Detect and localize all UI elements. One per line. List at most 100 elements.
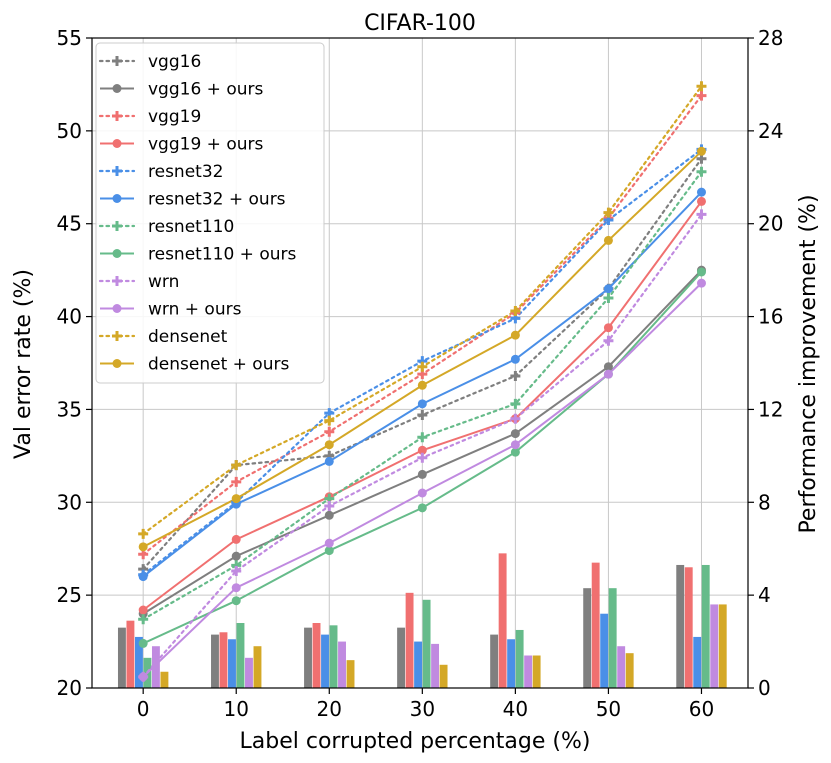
bar-vgg16 xyxy=(676,564,685,688)
point-vgg19-baseline xyxy=(324,426,335,437)
legend-entry-resnet32-baseline: resnet32 xyxy=(98,162,223,182)
bar-resnet32 xyxy=(321,634,329,688)
point-wrn-baseline xyxy=(510,413,521,424)
bar-resnet32 xyxy=(600,613,609,688)
legend-marker-circle xyxy=(112,249,122,258)
point-vgg16-baseline xyxy=(510,371,521,381)
legend-label: resnet32 xyxy=(148,162,223,182)
legend-label: vgg19 + ours xyxy=(148,135,263,155)
bar-resnet110 xyxy=(422,599,431,688)
point-densenet-ours xyxy=(417,380,427,390)
point-wrn-baseline xyxy=(696,209,707,220)
point-vgg19-ours xyxy=(603,323,613,333)
y2-tick-label: 24 xyxy=(758,119,783,143)
y-tick-label: 40 xyxy=(57,305,82,329)
bar-densenet xyxy=(718,604,727,688)
x-tick-label: 30 xyxy=(410,697,435,721)
bar-vgg19 xyxy=(591,562,600,688)
point-densenet-ours xyxy=(231,494,241,504)
legend-entry-vgg16-ours: vgg16 + ours xyxy=(100,80,263,100)
point-wrn-baseline xyxy=(417,452,428,463)
x-tick-label: 60 xyxy=(689,697,714,721)
point-resnet110-ours xyxy=(417,503,427,513)
legend-marker-plus xyxy=(112,111,122,121)
point-densenet-ours xyxy=(510,330,520,340)
y2-tick-label: 4 xyxy=(758,583,771,607)
point-resnet32-ours xyxy=(603,284,613,294)
point-wrn-ours xyxy=(417,488,427,498)
point-vgg19-ours xyxy=(417,445,427,455)
point-wrn-baseline xyxy=(231,566,242,576)
point-resnet110-ours xyxy=(324,546,334,556)
bar-wrn xyxy=(710,604,719,688)
legend-entry-wrn-baseline: wrn xyxy=(98,272,179,292)
bar-densenet xyxy=(253,646,262,688)
point-vgg19-baseline xyxy=(696,90,707,101)
point-resnet110-baseline xyxy=(603,293,614,303)
bar-densenet xyxy=(346,660,355,688)
bar-densenet xyxy=(439,664,448,688)
bar-vgg16 xyxy=(397,627,406,688)
point-resnet110-baseline xyxy=(138,614,149,625)
y2-axis-label: Performance improvement (%) xyxy=(796,194,821,533)
bar-vgg19 xyxy=(405,592,414,688)
bar-vgg19 xyxy=(219,632,228,688)
legend-entry-densenet-ours: densenet + ours xyxy=(100,355,289,375)
point-densenet-ours xyxy=(696,146,706,156)
point-wrn-ours xyxy=(603,369,613,379)
x-tick-label: 20 xyxy=(317,697,342,721)
bar-densenet xyxy=(625,653,634,688)
point-resnet110-ours xyxy=(696,267,706,277)
point-vgg19-baseline xyxy=(231,476,242,487)
point-vgg16-ours xyxy=(231,551,241,561)
point-vgg19-ours xyxy=(696,196,706,206)
point-resnet110-baseline xyxy=(696,166,707,177)
bar-vgg16 xyxy=(117,627,126,688)
legend-marker-plus xyxy=(112,56,122,66)
point-resnet32-ours xyxy=(696,187,706,197)
point-vgg16-ours xyxy=(417,469,427,479)
point-wrn-ours xyxy=(324,538,334,548)
legend-marker-circle xyxy=(112,139,122,148)
point-resnet32-ours xyxy=(417,399,427,409)
y-tick-label: 30 xyxy=(57,490,82,514)
y-axis-ticks: 20 25 30 35 40 45 50 55 xyxy=(57,26,92,700)
bar-resnet32 xyxy=(693,636,702,688)
x-axis-label: Label corrupted percentage (%) xyxy=(240,729,591,754)
bar-vgg16 xyxy=(211,634,219,688)
legend-label: vgg16 + ours xyxy=(148,80,263,100)
point-densenet-baseline xyxy=(696,81,707,92)
point-densenet-baseline xyxy=(510,306,521,316)
bar-resnet32 xyxy=(228,639,236,688)
bar-resnet110 xyxy=(236,623,245,688)
y2-tick-label: 28 xyxy=(758,26,783,50)
y-tick-label: 50 xyxy=(57,119,82,143)
legend: vgg16 vgg16 + ours vgg19 vgg19 + ours resnet… xyxy=(95,42,325,384)
point-wrn-baseline xyxy=(603,335,614,346)
legend-label: resnet110 + ours xyxy=(148,245,296,265)
bar-wrn xyxy=(151,646,160,688)
point-vgg19-ours xyxy=(138,605,148,615)
bar-vgg19 xyxy=(126,620,135,688)
point-densenet-ours xyxy=(138,542,148,552)
bar-vgg16 xyxy=(304,627,312,688)
legend-entry-vgg19-baseline: vgg19 xyxy=(98,107,201,127)
error-rate-lines xyxy=(138,81,707,682)
bar-vgg19 xyxy=(498,553,507,688)
point-resnet32-ours xyxy=(324,456,334,466)
bar-vgg19 xyxy=(312,623,321,688)
y2-tick-label: 8 xyxy=(758,490,771,514)
legend-marker-circle xyxy=(112,304,122,313)
plot-frame xyxy=(91,37,749,689)
bar-wrn xyxy=(431,643,440,688)
point-resnet110-ours xyxy=(510,447,520,457)
point-densenet-ours xyxy=(603,235,613,245)
y2-tick-label: 0 xyxy=(758,676,771,700)
legend-entry-resnet32-ours: resnet32 + ours xyxy=(100,190,286,210)
point-densenet-ours xyxy=(324,440,334,450)
x-axis-ticks: 0 10 20 30 40 50 60 xyxy=(137,688,714,721)
legend-label: densenet xyxy=(148,327,228,347)
legend-marker-circle xyxy=(112,194,122,203)
bar-densenet xyxy=(532,655,541,688)
